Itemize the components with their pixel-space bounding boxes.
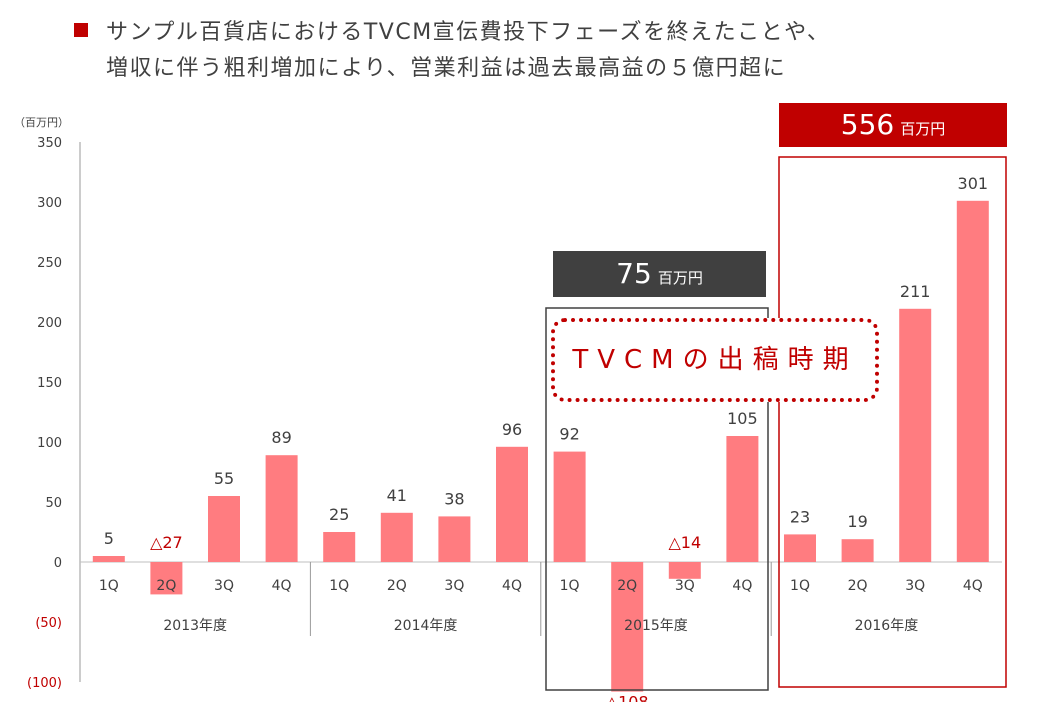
bar-value-label: 92 [559,425,579,444]
bar [553,451,586,562]
x-group-label: 2014年度 [394,618,458,634]
bar-value-label: 301 [958,174,989,193]
bar [956,200,989,563]
x-tick-label: 4Q [502,578,522,594]
bar-value-label: 105 [727,409,758,428]
title-line-2: 増収に伴う粗利増加により、営業利益は過去最高益の５億円超に [106,56,787,81]
bar [668,562,701,579]
y-tick-label: 150 [37,376,62,391]
x-tick-label: 4Q [963,578,983,594]
bar [150,562,183,595]
x-tick-label: 2Q [156,578,176,594]
bar-value-label: 23 [790,507,810,526]
bar-value-label: 25 [329,505,349,524]
title-line-1: サンプル百貨店におけるTVCM宣伝費投下フェーズを終えたことや、 [106,20,831,45]
bar [611,562,644,692]
x-tick-label: 3Q [905,578,925,594]
bar [726,436,759,562]
fy2016-total-callout: 556 百万円 [779,103,1007,147]
fy2016-total-value: 556 [840,108,895,141]
x-tick-label: 1Q [329,578,349,594]
bar-value-label: 5 [104,529,114,548]
y-tick-label: 50 [45,496,62,511]
y-tick-label: 200 [37,316,62,331]
x-group-label: 2016年度 [855,618,919,634]
x-tick-label: 2Q [617,578,637,594]
y-tick-label: (100) [27,676,62,691]
bar [899,308,932,562]
x-tick-label: 1Q [790,578,810,594]
x-tick-label: 3Q [214,578,234,594]
x-group-label: 2013年度 [163,618,227,634]
bar-value-label: △14 [668,533,701,552]
fy2016-total-unit: 百万円 [900,120,946,138]
x-tick-label: 1Q [560,578,580,594]
title-bullet-icon [74,23,88,37]
x-tick-label: 4Q [272,578,292,594]
x-tick-label: 4Q [732,578,752,594]
bar [92,556,125,562]
y-tick-label: 250 [37,256,62,271]
bar-value-label: △27 [150,533,183,552]
bar-value-label: 211 [900,282,931,301]
tvcm-period-label: TVCMの出稿時期 [551,318,879,402]
y-tick-label: (50) [35,616,62,631]
bar-value-label: 19 [847,512,867,531]
bar [841,539,874,562]
x-group-label: 2015年度 [624,618,688,634]
bar [438,516,471,562]
y-tick-label: 350 [37,136,62,151]
x-tick-label: 1Q [99,578,119,594]
bar [380,512,413,562]
x-tick-label: 2Q [848,578,868,594]
bar-value-label: 89 [271,428,291,447]
y-tick-label: 0 [54,556,62,571]
bar [323,532,356,562]
x-tick-label: 3Q [444,578,464,594]
bar [496,446,528,562]
bar-value-label: 55 [214,469,234,488]
fy2015-total-value: 75 [616,257,652,290]
fy2015-total-unit: 百万円 [657,269,703,287]
bar [208,496,240,562]
bar [784,534,816,562]
bar-value-label: 41 [387,486,407,505]
x-tick-label: 3Q [675,578,695,594]
fy2015-total-callout: 75 百万円 [553,251,766,297]
x-tick-label: 2Q [387,578,407,594]
bar [265,455,298,562]
bar-value-label: 96 [502,420,522,439]
fy2016-highlight-frame [778,156,1007,688]
y-tick-label: 300 [37,196,62,211]
y-axis-unit-label: （百万円） [14,116,69,129]
bar-value-label: △108 [606,693,649,702]
fy2015-highlight-frame [545,307,769,691]
bar-value-label: 38 [444,489,464,508]
y-tick-label: 100 [37,436,62,451]
